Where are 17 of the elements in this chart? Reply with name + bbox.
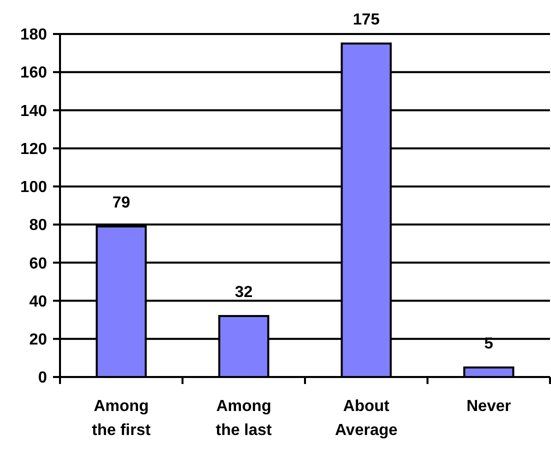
- y-tick-label: 140: [20, 102, 48, 120]
- y-tick-label: 160: [20, 64, 48, 82]
- y-tick-label: 60: [29, 255, 48, 272]
- data-label: 175: [352, 12, 380, 29]
- y-tick-label: 0: [38, 370, 48, 387]
- y-tick-label: 20: [29, 331, 48, 348]
- y-tick-label: 100: [20, 179, 48, 196]
- y-tick-label: 40: [29, 293, 48, 310]
- data-label: 79: [112, 194, 130, 212]
- y-tick-label: 80: [29, 217, 48, 234]
- data-label: 32: [234, 284, 253, 302]
- x-tick-label: Never: [466, 398, 511, 415]
- y-tick-label: 120: [20, 140, 48, 158]
- x-tick-label: Among the first: [92, 398, 152, 439]
- y-tick-label: 180: [20, 26, 48, 44]
- x-tick-label: About Average: [334, 398, 398, 439]
- x-tick-label: Among the last: [216, 398, 272, 439]
